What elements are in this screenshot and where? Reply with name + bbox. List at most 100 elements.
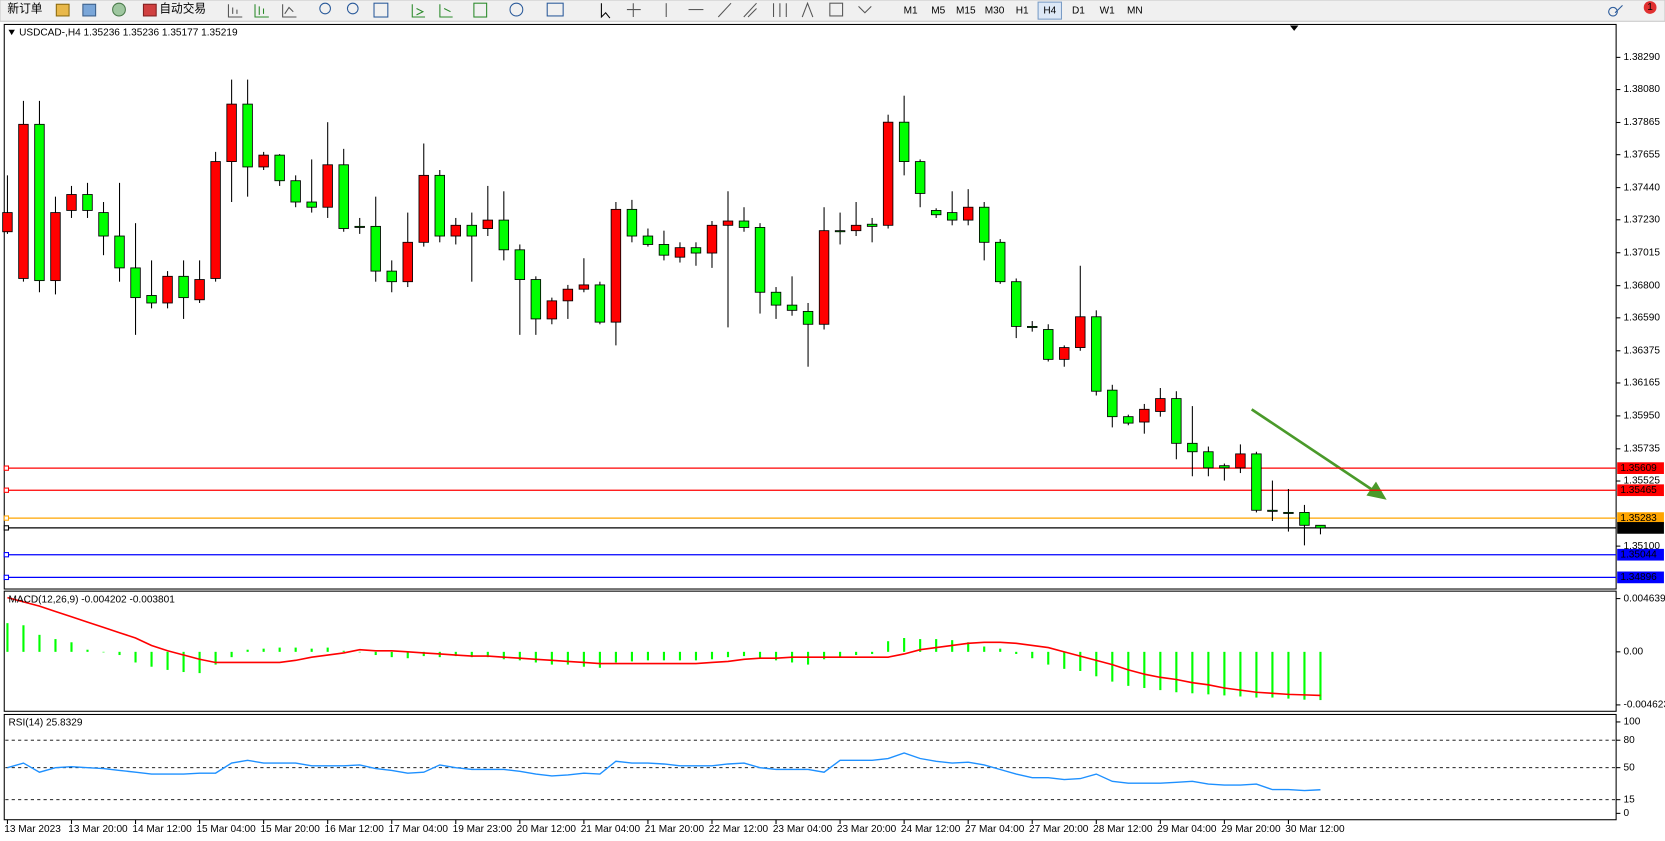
candle-body: [322, 164, 333, 208]
icon[interactable]: [254, 4, 269, 18]
macd-bar: [310, 648, 313, 652]
candle-body: [386, 270, 397, 283]
candle-body: [642, 235, 654, 245]
candle-body: [898, 121, 910, 162]
x-tick-label: 15 Mar 04:00: [196, 824, 256, 835]
icon[interactable]: [411, 4, 426, 18]
timeframe-button[interactable]: MN: [1127, 5, 1143, 16]
icon[interactable]: [55, 3, 70, 17]
macd-bar: [454, 651, 457, 657]
macd-bar: [919, 639, 922, 652]
macd-bar: [182, 651, 185, 673]
symbol-marker: [8, 29, 15, 36]
level-label: 1.35219: [1620, 523, 1657, 534]
timeframe-button[interactable]: M1: [904, 5, 918, 16]
icon[interactable]: [439, 4, 453, 18]
level-label-bg: [1617, 462, 1664, 474]
x-tick-label: 14 Mar 12:00: [132, 824, 192, 835]
macd-bar: [198, 651, 201, 674]
candle-body: [594, 284, 606, 323]
auto-trading-button[interactable]: 自动交易: [159, 2, 206, 16]
macd-bar: [1031, 651, 1034, 659]
candle-body: [1107, 389, 1118, 418]
macd-bar: [999, 648, 1002, 652]
level-label-bg: [1617, 512, 1664, 524]
timeframe-button[interactable]: W1: [1100, 5, 1116, 16]
candle-body: [978, 206, 990, 243]
x-tick-label: 27 Mar 04:00: [965, 824, 1025, 835]
channel-tool[interactable]: [772, 3, 787, 18]
macd-bar: [390, 651, 393, 658]
candle-body: [995, 241, 1006, 283]
macd-bar: [983, 646, 986, 652]
x-tick-label: 29 Mar 20:00: [1221, 824, 1281, 835]
fibo-tool[interactable]: [743, 2, 757, 18]
macd-bar: [358, 651, 361, 653]
macd-bar: [582, 651, 585, 667]
icon[interactable]: [473, 2, 488, 18]
label-tool[interactable]: [829, 2, 844, 17]
candle-body: [274, 154, 285, 182]
timeframe-button[interactable]: M15: [956, 5, 976, 16]
candle-body: [1203, 451, 1214, 469]
candle-body: [578, 284, 590, 290]
candle-body: [818, 230, 830, 325]
macd-bar: [1095, 651, 1098, 677]
macd-bar: [502, 651, 505, 660]
timeframe-button[interactable]: H4: [1043, 5, 1056, 16]
y-tick-label: 1.36165: [1624, 378, 1661, 389]
icon[interactable]: [546, 2, 564, 17]
shift-marker: [1289, 25, 1299, 31]
search-icon[interactable]: [1608, 4, 1623, 17]
candle-body: [258, 154, 269, 168]
icon[interactable]: [373, 2, 389, 18]
macd-bar: [806, 651, 810, 665]
macd-bar: [278, 647, 281, 652]
trendline-tool[interactable]: [717, 2, 732, 18]
candle-body: [802, 310, 814, 325]
y-tick-label: 1.35100: [1624, 541, 1661, 552]
candle-body: [82, 194, 93, 211]
candle-body: [242, 103, 253, 168]
x-tick-label: 15 Mar 20:00: [260, 824, 320, 835]
icon[interactable]: [509, 2, 524, 17]
level-handle: [3, 515, 10, 521]
candle-body: [738, 220, 750, 228]
text-tool[interactable]: [801, 1, 814, 18]
auto-trading-icon[interactable]: [142, 3, 157, 17]
crosshair-tool[interactable]: [626, 3, 641, 18]
y-tick-label: 1.35525: [1624, 476, 1661, 487]
macd-bar: [774, 651, 778, 661]
notification-badge[interactable]: [1643, 1, 1657, 14]
y-tick-label: 1.38080: [1624, 84, 1661, 95]
x-tick-label: 22 Mar 12:00: [709, 824, 769, 835]
icon[interactable]: [282, 4, 297, 18]
macd-bar: [1207, 651, 1210, 695]
timeframe-button[interactable]: D1: [1072, 5, 1085, 16]
candle-body: [690, 247, 702, 254]
timeframe-button[interactable]: M30: [985, 5, 1005, 16]
candle-body: [882, 121, 894, 226]
icon[interactable]: [82, 3, 97, 17]
arrow-tool[interactable]: [858, 6, 872, 14]
candle-body: [1075, 316, 1086, 348]
icon[interactable]: [112, 2, 126, 17]
macd-bar: [1127, 651, 1130, 686]
x-tick-label: 23 Mar 20:00: [837, 824, 897, 835]
icon[interactable]: [346, 2, 359, 15]
y-tick-label: 1.37655: [1624, 149, 1661, 160]
x-tick-label: 16 Mar 12:00: [324, 824, 384, 835]
macd-bar: [22, 625, 25, 652]
signal-line: [7, 596, 1321, 697]
candle-body: [354, 225, 365, 228]
new-order-button[interactable]: 新订单: [7, 2, 42, 16]
timeframe-button[interactable]: H1: [1016, 5, 1029, 16]
level-handle: [3, 487, 10, 493]
macd-bar: [1143, 651, 1146, 688]
cursor-tool[interactable]: [600, 3, 611, 19]
icon[interactable]: [319, 2, 331, 15]
timeframe-button[interactable]: M5: [931, 5, 945, 16]
macd-bar: [1111, 651, 1114, 682]
icon[interactable]: [227, 4, 243, 18]
candle-body: [786, 304, 798, 311]
